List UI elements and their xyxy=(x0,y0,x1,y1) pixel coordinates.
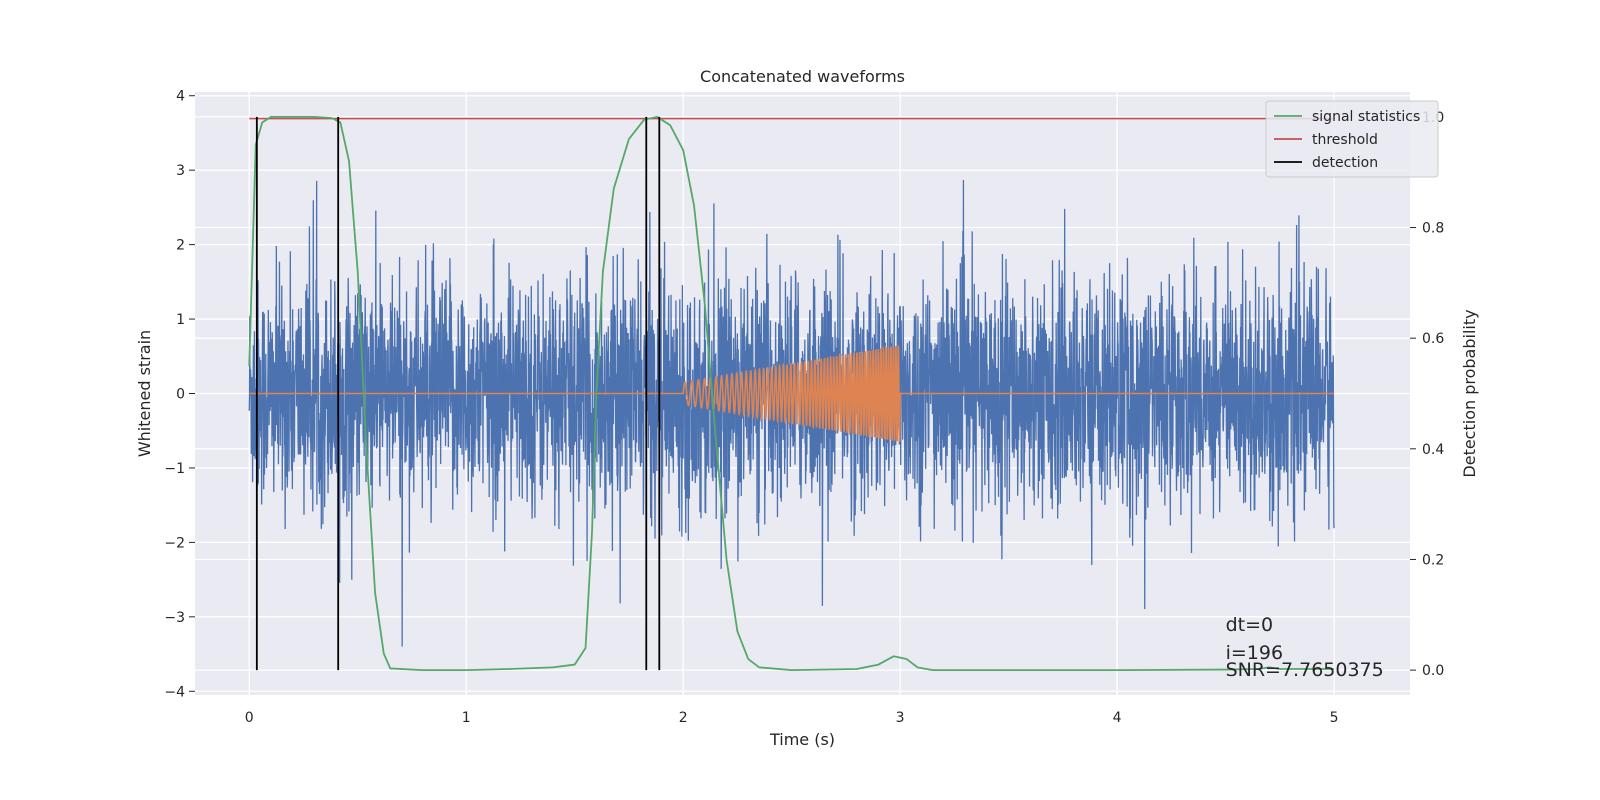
chirp-line xyxy=(249,344,1335,442)
chart-title: Concatenated waveforms xyxy=(700,67,905,86)
y-left-tick-label: −2 xyxy=(164,535,185,551)
y-right-tick-label: 0.2 xyxy=(1422,552,1444,568)
noise-series xyxy=(248,179,1335,647)
y-right-tick-label: 0.4 xyxy=(1422,442,1444,458)
noise-line xyxy=(248,179,1335,647)
legend-box xyxy=(1265,100,1439,178)
signal-statistics-line xyxy=(248,115,1335,672)
y-right-axis-label: Detection probability xyxy=(1460,309,1479,477)
y-left-tick-label: 0 xyxy=(176,387,185,403)
y-left-tick-label: −3 xyxy=(164,610,185,626)
y-right-tick-label: 0.0 xyxy=(1422,663,1444,679)
grid xyxy=(195,92,1410,695)
legend: signal statistics threshold detection xyxy=(1265,100,1439,178)
detection-series xyxy=(255,116,661,671)
x-tick-label: 3 xyxy=(896,710,905,726)
x-tick-label: 1 xyxy=(462,710,471,726)
y-left-tick-label: 2 xyxy=(176,238,185,254)
annotation-dt: dt=0 xyxy=(1226,614,1274,636)
x-tick-label: 5 xyxy=(1330,710,1339,726)
y-left-tick-label: 4 xyxy=(176,89,185,105)
annotation-index: i=196 xyxy=(1226,642,1283,664)
signal-statistics-series xyxy=(248,115,1335,672)
y-left-tick-label: 3 xyxy=(176,163,185,179)
y-left-tick-label: −4 xyxy=(164,684,185,700)
legend-entry-detection: detection xyxy=(1312,155,1378,171)
y-right-tick-label: 0.8 xyxy=(1422,221,1444,237)
y-left-tick-label: 1 xyxy=(176,312,185,328)
x-tick-label: 0 xyxy=(245,710,254,726)
y-left-tick-label: −1 xyxy=(164,461,185,477)
x-tick-label: 2 xyxy=(679,710,688,726)
y-right-tick-label: 0.6 xyxy=(1422,331,1444,347)
y-left-axis-label: Whitened strain xyxy=(135,330,154,457)
x-axis-label: Time (s) xyxy=(769,730,835,749)
annotation-snr: SNR=7.7650375 xyxy=(1226,659,1384,681)
legend-entry-threshold: threshold xyxy=(1312,132,1378,148)
legend-entry-signal-statistics: signal statistics xyxy=(1312,109,1420,125)
x-tick-label: 4 xyxy=(1113,710,1122,726)
chirp-series xyxy=(249,344,1335,442)
